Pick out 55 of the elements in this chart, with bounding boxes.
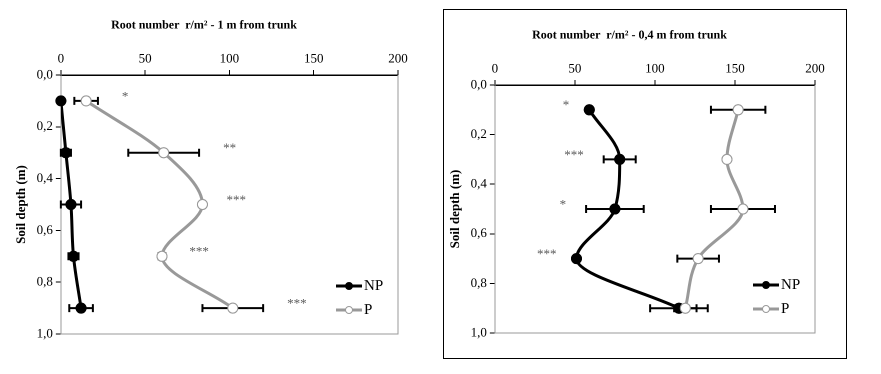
chart-title: Root number r/m² - 0,4 m from trunk bbox=[532, 27, 728, 42]
point bbox=[55, 95, 66, 106]
point bbox=[158, 147, 170, 158]
y-axis-title: Soil depth (m) bbox=[13, 165, 28, 244]
point bbox=[584, 104, 595, 116]
annotation: * bbox=[122, 88, 128, 104]
y-tick-label: 0,2 bbox=[470, 126, 487, 142]
point bbox=[737, 204, 748, 214]
y-tick-label: 1,0 bbox=[470, 324, 487, 340]
x-tick-label: 200 bbox=[805, 60, 825, 76]
x-tick-label: 0 bbox=[58, 50, 64, 66]
point bbox=[692, 253, 704, 264]
annotation: * bbox=[560, 196, 566, 212]
chart-title: Root number r/m² - 1 m from trunk bbox=[111, 17, 298, 32]
y-tick-label: 0,6 bbox=[470, 225, 488, 240]
annotation: *** bbox=[564, 146, 584, 162]
point bbox=[227, 302, 238, 314]
point bbox=[609, 204, 620, 214]
x-tick-label: 50 bbox=[568, 60, 582, 76]
annotation: *** bbox=[189, 244, 209, 259]
legend-label: P bbox=[364, 302, 372, 318]
point bbox=[614, 154, 626, 165]
y-axis-title: Soil depth (m) bbox=[447, 170, 462, 248]
point bbox=[80, 95, 92, 106]
point bbox=[721, 154, 732, 165]
point bbox=[76, 302, 87, 314]
x-tick-label: 0 bbox=[492, 60, 498, 76]
point bbox=[732, 104, 744, 116]
y-tick-label: 0,4 bbox=[470, 176, 488, 191]
x-tick-label: 50 bbox=[138, 50, 152, 66]
point bbox=[196, 199, 208, 210]
annotation: ** bbox=[223, 140, 236, 156]
point bbox=[570, 253, 582, 264]
x-tick-label: 150 bbox=[725, 60, 745, 76]
legend-label: P bbox=[781, 300, 790, 317]
annotation: *** bbox=[536, 246, 556, 262]
annotation: *** bbox=[226, 192, 246, 207]
legend-label: NP bbox=[364, 278, 384, 294]
y-tick-label: 0,8 bbox=[36, 274, 53, 289]
y-tick-label: 0,0 bbox=[470, 76, 487, 92]
point bbox=[680, 302, 691, 314]
annotation: *** bbox=[287, 296, 307, 311]
x-tick-label: 200 bbox=[388, 50, 408, 66]
y-tick-label: 0,8 bbox=[470, 274, 487, 290]
y-tick-label: 0,2 bbox=[36, 118, 53, 134]
y-tick-label: 0,4 bbox=[36, 170, 54, 186]
x-tick-label: 150 bbox=[304, 50, 324, 66]
point bbox=[65, 199, 76, 210]
x-tick-label: 100 bbox=[220, 50, 240, 66]
y-tick-label: 0,0 bbox=[36, 66, 53, 82]
y-tick-label: 1,0 bbox=[36, 325, 53, 340]
y-tick-label: 0,6 bbox=[36, 222, 54, 237]
annotation: * bbox=[562, 97, 570, 112]
legend-label: NP bbox=[781, 276, 800, 293]
x-tick-label: 100 bbox=[645, 60, 665, 76]
